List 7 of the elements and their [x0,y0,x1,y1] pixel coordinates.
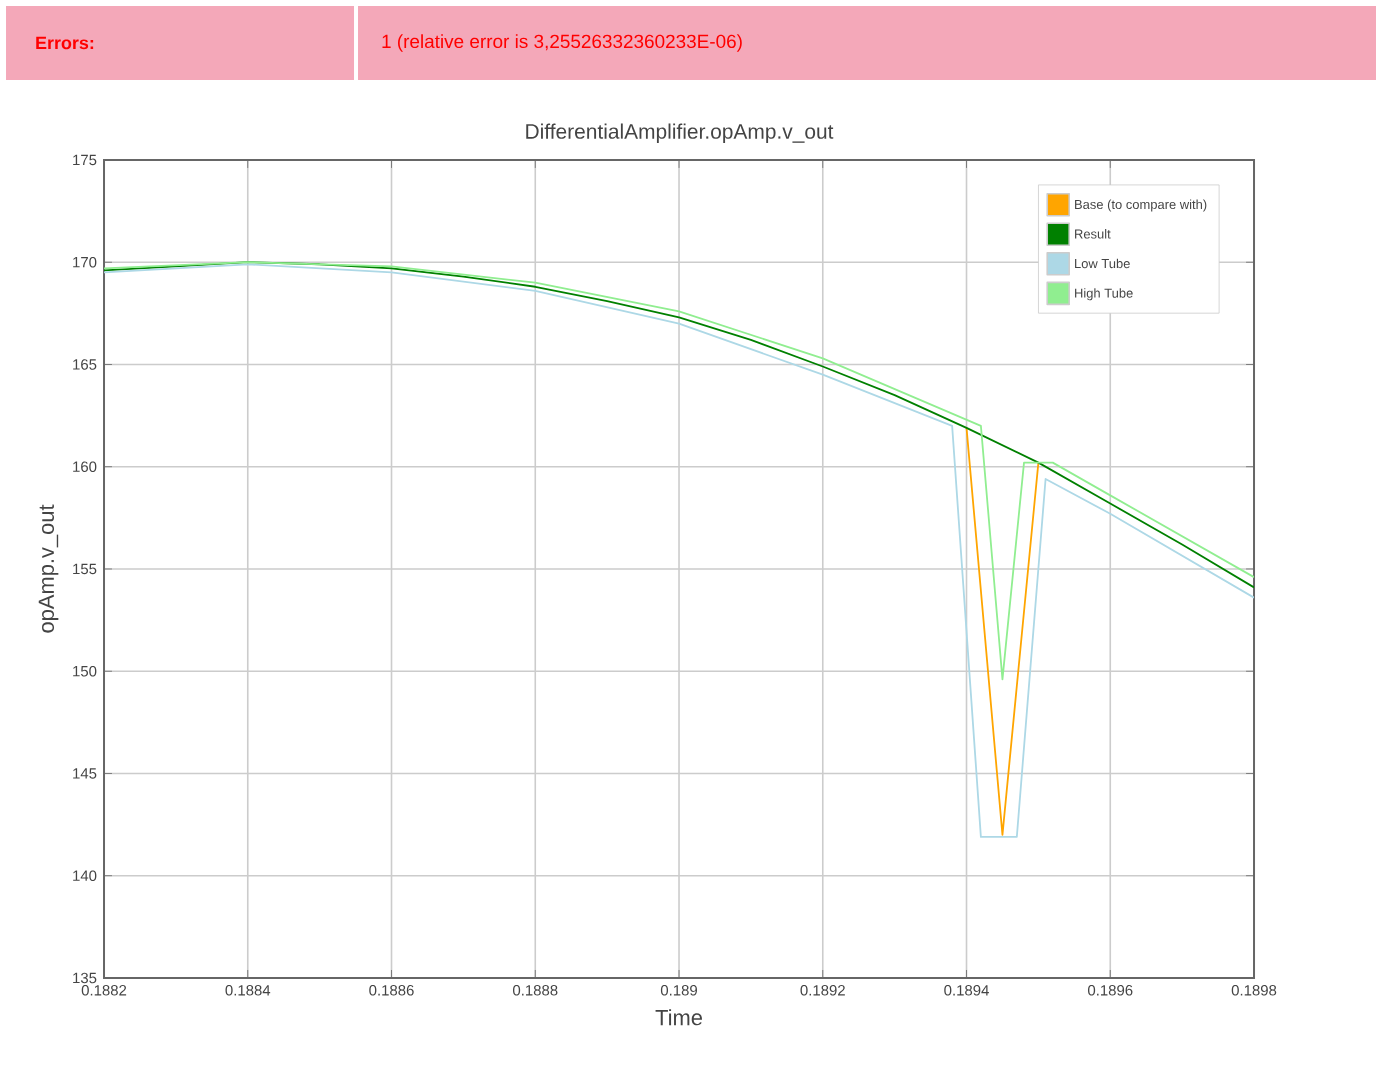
line-series [104,261,1255,589]
chart-title: DifferentialAmplifier.opAmp.v_out [526,123,834,143]
x-axis-title: Time [655,1009,702,1026]
text: 1 (relative error is 3,25526332360233E-06) [382,34,742,52]
line-series [104,261,1255,681]
text: Errors: [36,36,94,50]
y-axis-title: opAmp.v_out [38,504,59,633]
